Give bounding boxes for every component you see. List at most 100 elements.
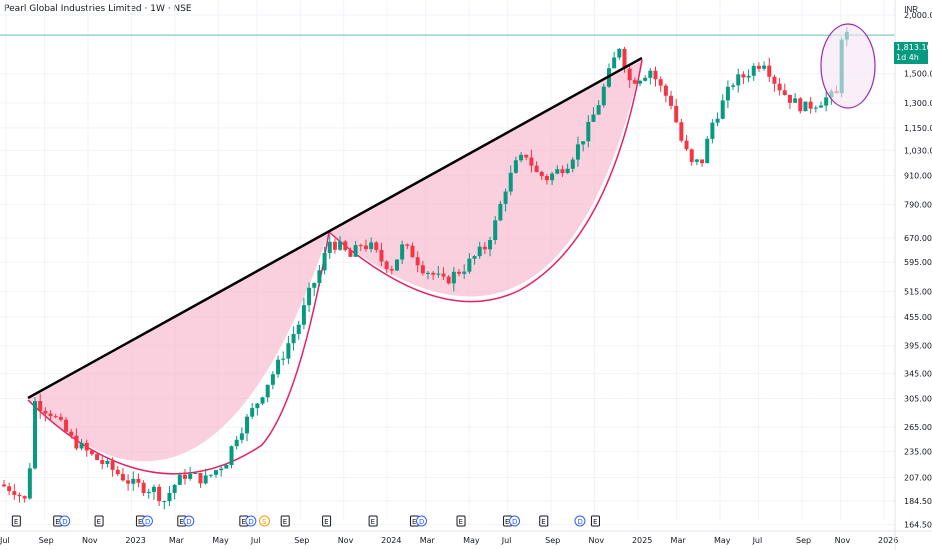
y-tick-label: 1,030.00	[904, 146, 932, 155]
candle-body	[689, 149, 694, 162]
candle-body	[793, 98, 798, 103]
candle-body	[534, 165, 539, 172]
svg-text:E: E	[371, 518, 375, 526]
y-tick-label: 910.00	[904, 172, 932, 181]
candle-body	[555, 169, 560, 174]
candle-body	[467, 258, 472, 272]
candle-body	[229, 446, 234, 465]
candle-body	[74, 435, 79, 449]
y-tick-label: 455.00	[904, 313, 932, 322]
event-marker-E[interactable]: E	[368, 515, 378, 527]
event-marker-E[interactable]: E	[503, 515, 513, 527]
event-marker-D[interactable]: D	[415, 515, 427, 527]
candle-body	[436, 273, 441, 275]
candle-body	[332, 241, 337, 250]
candle-body	[426, 272, 430, 274]
candle-body	[12, 491, 17, 495]
candle-body	[79, 442, 84, 449]
candle-body	[488, 239, 493, 250]
event-marker-E[interactable]: E	[11, 515, 21, 527]
y-tick-label: 790.00	[904, 200, 932, 209]
candle-body	[731, 85, 736, 87]
candle-body	[115, 469, 120, 475]
candle-body	[394, 259, 399, 271]
event-marker-E[interactable]: E	[409, 515, 419, 527]
event-marker-D[interactable]: D	[574, 515, 586, 527]
event-marker-E[interactable]: E	[590, 515, 600, 527]
event-marker-D[interactable]: D	[59, 515, 71, 527]
event-marker-D[interactable]: D	[183, 515, 195, 527]
candle-body	[741, 74, 746, 78]
candle-body	[389, 269, 394, 271]
svg-text:S: S	[262, 518, 267, 526]
x-tick-label: Jul	[752, 536, 763, 545]
candle-body	[136, 478, 141, 483]
svg-text:E: E	[138, 518, 142, 526]
y-tick-label: 1,500.00	[904, 70, 932, 79]
candle-body	[544, 176, 549, 181]
event-marker-E[interactable]: E	[322, 515, 332, 527]
candle-body	[772, 76, 777, 84]
event-marker-E[interactable]: E	[539, 515, 549, 527]
event-marker-E[interactable]: E	[94, 515, 104, 527]
candle-body	[172, 484, 177, 493]
event-marker-E[interactable]: E	[177, 515, 187, 527]
cup-curve-1	[27, 231, 330, 475]
svg-text:D: D	[62, 518, 67, 526]
candle-body	[69, 431, 74, 436]
candle-body	[529, 157, 534, 166]
cup-region-1	[28, 232, 329, 462]
candle-body	[141, 482, 146, 493]
candle-body	[777, 83, 782, 91]
x-tick-label: Nov	[589, 536, 605, 545]
y-tick-label: 1,300.00	[904, 99, 932, 108]
currency-label: INR	[904, 5, 918, 14]
candle-body	[343, 241, 348, 251]
candle-body	[591, 114, 596, 122]
event-marker-E[interactable]: E	[280, 515, 290, 527]
y-tick-label: 345.00	[904, 369, 932, 378]
candle-body	[38, 401, 43, 411]
candle-body	[736, 74, 741, 86]
x-tick-label: Sep	[39, 536, 54, 545]
svg-text:D: D	[248, 518, 253, 526]
candle-body	[198, 473, 203, 484]
event-marker-D[interactable]: D	[141, 515, 153, 527]
candle-body	[270, 374, 275, 385]
y-tick-label: 2,000.00	[904, 11, 932, 20]
candle-body	[188, 473, 193, 479]
candle-body	[89, 450, 94, 455]
candle-body	[648, 70, 653, 78]
candle-body	[405, 244, 410, 246]
candle-body	[581, 141, 586, 145]
candle-body	[472, 256, 477, 259]
event-marker-D[interactable]: D	[509, 515, 521, 527]
candle-body	[358, 245, 363, 247]
candle-body	[296, 324, 301, 334]
candle-body	[131, 478, 136, 484]
candle-body	[255, 403, 260, 409]
candle-body	[250, 408, 255, 417]
candle-body	[312, 283, 317, 288]
event-marker-E[interactable]: E	[456, 515, 466, 527]
candle-body	[64, 419, 69, 432]
svg-text:E: E	[324, 518, 328, 526]
candle-body	[307, 287, 312, 306]
svg-text:E: E	[593, 518, 597, 526]
candle-body	[234, 439, 239, 447]
candle-body	[322, 252, 327, 271]
candle-body	[462, 271, 467, 274]
candle-body	[632, 80, 637, 84]
x-tick-label: Sep	[545, 536, 560, 545]
svg-text:D: D	[145, 518, 150, 526]
candle-body	[410, 245, 415, 258]
candle-body	[260, 397, 265, 404]
svg-text:E: E	[179, 518, 183, 526]
candle-body	[369, 242, 374, 250]
candle-body	[751, 65, 756, 76]
event-marker-S[interactable]: S	[259, 515, 271, 527]
candle-body	[224, 464, 229, 469]
event-marker-D[interactable]: D	[245, 515, 257, 527]
candle-body	[193, 473, 198, 475]
